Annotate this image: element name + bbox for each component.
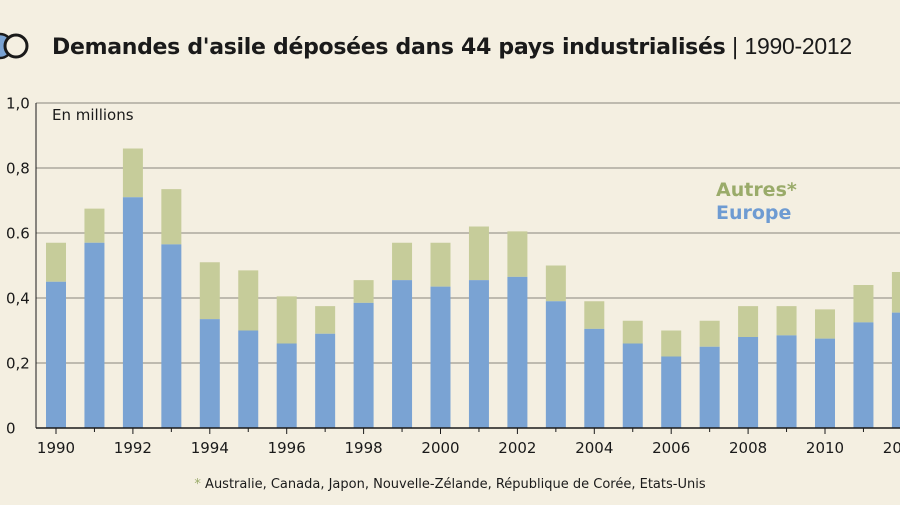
bar-autres-2010 (815, 309, 835, 339)
bar-autres-2007 (699, 320, 720, 347)
bar-europe-1993 (161, 244, 182, 428)
x-tick-label: 2010 (806, 439, 844, 457)
legend-europe: Europe (716, 202, 791, 224)
x-tick-label: 2004 (575, 439, 613, 457)
bar-autres-1991 (84, 208, 105, 243)
bar-autres-1999 (392, 242, 413, 281)
bar-autres-2006 (661, 330, 682, 357)
bar-autres-1997 (315, 306, 336, 334)
x-tick-label: 1998 (345, 439, 383, 457)
bar-europe-2012 (891, 312, 900, 428)
y-tick-label: 0,4 (6, 290, 30, 308)
bar-autres-2008 (738, 306, 759, 337)
bar-autres-2009 (776, 306, 797, 336)
bars (46, 148, 900, 428)
bar-autres-2001 (468, 226, 489, 281)
unit-label: En millions (52, 106, 134, 124)
bar-autres-2002 (507, 231, 528, 277)
bar-europe-1997 (315, 333, 336, 428)
bar-europe-2004 (584, 328, 605, 428)
bar-europe-2005 (622, 343, 643, 428)
footnote: * Australie, Canada, Japon, Nouvelle-Zél… (0, 477, 900, 492)
x-tick-label: 2002 (498, 439, 536, 457)
bar-europe-2006 (661, 356, 682, 428)
bar-europe-2009 (776, 335, 797, 428)
x-tick-label: 2008 (729, 439, 767, 457)
bar-europe-2010 (815, 338, 835, 428)
bar-autres-1992 (122, 148, 143, 198)
x-tick-label: 1992 (114, 439, 152, 457)
chart-title: Demandes d'asile déposées dans 44 pays i… (52, 35, 726, 60)
title-separator: | (731, 35, 739, 60)
bar-europe-1999 (392, 280, 413, 428)
bar-autres-1995 (238, 270, 259, 331)
bar-europe-2001 (468, 280, 489, 428)
bar-europe-1998 (353, 302, 374, 428)
footnote-mark: * (194, 477, 201, 492)
x-tick-label: 1996 (268, 439, 306, 457)
y-tick-label: 0,8 (6, 160, 30, 178)
bar-autres-1996 (276, 296, 297, 344)
bar-europe-2003 (545, 301, 566, 428)
y-tick-label: 0.6 (6, 225, 30, 243)
bar-autres-2012 (891, 272, 900, 313)
bar-europe-1994 (199, 319, 220, 428)
bar-autres-1990 (46, 242, 66, 282)
bar-autres-2004 (584, 301, 605, 329)
legend-autres: Autres* (716, 179, 797, 201)
chart-title-block: Demandes d'asile déposées dans 44 pays i… (52, 33, 852, 60)
bar-autres-1994 (199, 262, 220, 320)
chart-subtitle: 1990-2012 (744, 33, 853, 59)
x-tick-label: 2006 (652, 439, 690, 457)
x-tick-label: 1994 (191, 439, 229, 457)
y-tick-label: 0 (6, 420, 16, 438)
bar-europe-1990 (46, 281, 66, 428)
bar-europe-1996 (276, 343, 297, 428)
x-tick-label: 2000 (421, 439, 459, 457)
bar-autres-2005 (622, 320, 643, 344)
logo-icon (0, 32, 29, 60)
footnote-text: Australie, Canada, Japon, Nouvelle-Zélan… (205, 477, 706, 492)
axes: 0 0,2 0,4 0.6 0,8 1,0 1990 1992 1994 1996 1998 2000… (6, 95, 900, 457)
bar-europe-1992 (122, 197, 143, 428)
bar-autres-1993 (161, 189, 182, 245)
bar-europe-1995 (238, 330, 259, 428)
bar-europe-2011 (853, 322, 874, 428)
x-tick-label: 1990 (37, 439, 75, 457)
bar-europe-1991 (84, 242, 105, 428)
bar-europe-2008 (738, 337, 759, 428)
bar-autres-1998 (353, 280, 374, 303)
bar-europe-2002 (507, 276, 528, 428)
y-tick-label: 0,2 (6, 355, 30, 373)
bar-autres-2000 (430, 242, 451, 287)
x-tick-label: 2012 (883, 439, 900, 457)
bar-autres-2011 (853, 285, 874, 323)
bar-europe-2000 (430, 286, 451, 428)
bar-autres-2003 (545, 265, 566, 302)
bar-europe-2007 (699, 346, 720, 428)
y-tick-label: 1,0 (6, 95, 30, 113)
bar-chart: 0 0,2 0,4 0.6 0,8 1,0 1990 1992 1994 1996 1998 2000… (6, 95, 900, 457)
